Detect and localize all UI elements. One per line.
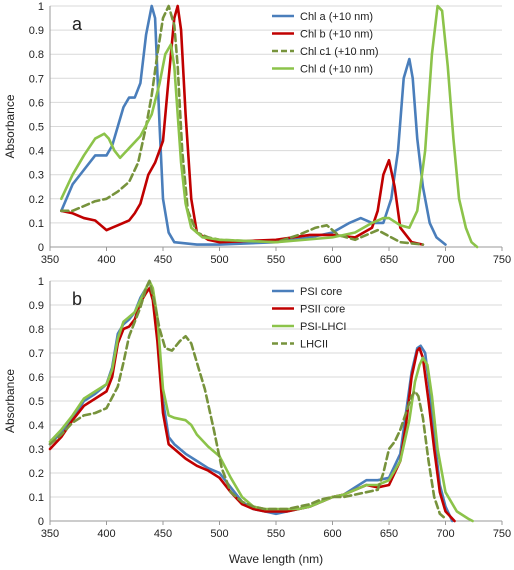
y-tick-label: 0.6 <box>29 372 44 384</box>
series-line-lhcii <box>48 279 447 520</box>
x-tick-label: 650 <box>380 528 398 540</box>
x-tick-label: 350 <box>41 254 59 266</box>
x-tick-label: 750 <box>493 254 511 266</box>
y-tick-label: 0.9 <box>29 25 44 37</box>
y-tick-label: 0.3 <box>29 170 44 182</box>
legend-label: Chl d (+10 nm) <box>300 64 373 76</box>
legend-label: PSI core <box>300 286 342 298</box>
x-tick-label: 650 <box>380 254 398 266</box>
x-tick-label: 700 <box>436 528 454 540</box>
x-tick-label: 600 <box>323 254 341 266</box>
legend: PSI core PSII core PSI-LHCI LHCII <box>272 286 346 351</box>
chart-panel-a: 0 0.1 0.2 0.3 0.4 0.5 0.6 0.7 0.8 0.9 1 350 400 450 50… <box>3 1 511 266</box>
y-tick-label: 1 <box>38 276 44 288</box>
legend-label: LHCII <box>300 339 328 351</box>
x-tick-label: 700 <box>436 254 454 266</box>
y-tick-label: 0 <box>38 516 44 528</box>
chart-panel-b: 0 0.1 0.2 0.3 0.4 0.5 0.6 0.7 0.8 0.9 1 350 400 450 50… <box>3 276 511 566</box>
y-tick-label: 0.8 <box>29 324 44 336</box>
legend-label: Chl c1 (+10 nm) <box>300 46 379 58</box>
y-tick-label: 0.5 <box>29 396 44 408</box>
x-tick-label: 400 <box>97 254 115 266</box>
x-tick-label: 550 <box>267 254 285 266</box>
y-tick-label: 0.3 <box>29 444 44 456</box>
x-tick-label: 450 <box>154 528 172 540</box>
legend-label: Chl a (+10 nm) <box>300 11 373 23</box>
panel-label: a <box>72 14 83 34</box>
y-tick-label: 0.2 <box>29 468 44 480</box>
series-line-psi-lhci <box>48 279 474 523</box>
y-tick-label: 1 <box>38 1 44 13</box>
y-tick-label: 0.7 <box>29 73 44 85</box>
x-tick-label: 350 <box>41 528 59 540</box>
y-tick-label: 0.7 <box>29 348 44 360</box>
y-tick-label: 0.6 <box>29 97 44 109</box>
series-line-chl-b-10-nm <box>60 4 425 246</box>
y-tick-label: 0.1 <box>29 492 44 504</box>
series-line-chl-d-10-nm <box>60 4 479 249</box>
x-tick-label: 400 <box>97 528 115 540</box>
y-tick-label: 0.2 <box>29 194 44 206</box>
x-tick-label: 600 <box>323 528 341 540</box>
x-tick-label: 750 <box>493 528 511 540</box>
x-tick-label: 500 <box>210 528 228 540</box>
x-axis-title: Wave length (nm) <box>229 552 323 566</box>
x-tick-label: 550 <box>267 528 285 540</box>
y-tick-label: 0.8 <box>29 49 44 61</box>
y-tick-label: 0.1 <box>29 218 44 230</box>
y-tick-label: 0.5 <box>29 122 44 134</box>
y-axis-title: Absorbance <box>3 94 17 158</box>
x-tick-label: 450 <box>154 254 172 266</box>
legend: Chl a (+10 nm) Chl b (+10 nm) Chl c1 (+10 … <box>272 11 379 76</box>
x-tick-label: 500 <box>210 254 228 266</box>
series-line-psii-core <box>48 286 456 523</box>
y-tick-label: 0.4 <box>29 146 44 158</box>
panel-label: b <box>72 289 82 309</box>
y-tick-label: 0.9 <box>29 300 44 312</box>
legend-label: PSII core <box>300 304 345 316</box>
legend-label: Chl b (+10 nm) <box>300 29 373 41</box>
series-line-chl-a-10-nm <box>60 4 447 246</box>
legend-label: PSI-LHCI <box>300 321 346 333</box>
y-axis-title: Absorbance <box>3 369 17 433</box>
y-tick-label: 0.4 <box>29 420 44 432</box>
series-line-chl-c1-10-nm <box>60 4 425 246</box>
y-tick-label: 0 <box>38 242 44 254</box>
